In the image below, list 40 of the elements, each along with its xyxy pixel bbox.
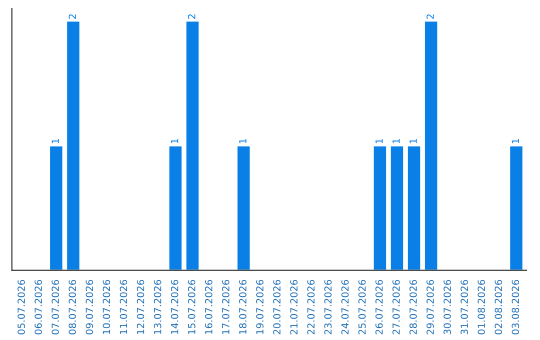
x-tick-label: 09.07.2026 xyxy=(86,280,94,334)
data-label: 2 xyxy=(188,14,196,19)
x-tick-label: 27.07.2026 xyxy=(392,280,400,334)
x-tick-label: 12.07.2026 xyxy=(136,280,144,334)
x-tick-label: 11.07.2026 xyxy=(120,280,128,334)
x-tick-label: 13.07.2026 xyxy=(154,280,162,334)
data-label: 1 xyxy=(410,138,417,144)
x-tick-label: 14.07.2026 xyxy=(170,280,178,334)
x-tick-label: 18.07.2026 xyxy=(239,280,246,334)
x-tick-label: 21.07.2026 xyxy=(290,280,298,334)
x-tick-label: 24.07.2026 xyxy=(341,280,349,334)
x-tick-label: 30.07.2026 xyxy=(444,280,451,334)
data-label: 1 xyxy=(171,138,178,144)
x-tick-label: 28.07.2026 xyxy=(410,280,417,334)
x-tick-label: 10.07.2026 xyxy=(102,280,110,334)
x-tick-label: 16.07.2026 xyxy=(205,280,212,334)
x-tick-label: 01.08.2026 xyxy=(478,280,486,334)
x-tick-label: 15.07.2026 xyxy=(188,280,196,334)
x-tick-label: 22.07.2026 xyxy=(307,280,315,334)
x-tick-label: 26.07.2026 xyxy=(375,280,383,334)
data-label: 1 xyxy=(239,138,246,144)
data-label: 1 xyxy=(52,138,59,144)
x-tick-label: 29.07.2026 xyxy=(426,280,434,334)
x-tick-label: 20.07.2026 xyxy=(273,280,281,334)
data-label: 1 xyxy=(392,138,400,144)
x-tick-label: 08.07.2026 xyxy=(68,280,76,334)
x-tick-label: 31.07.2026 xyxy=(460,280,468,334)
x-tick-label: 03.08.2026 xyxy=(512,280,520,334)
x-tick-label: 17.07.2026 xyxy=(222,280,230,334)
x-tick-label: 06.07.2026 xyxy=(34,280,42,334)
x-tick-label: 07.07.2026 xyxy=(52,280,60,334)
x-tick-label: 19.07.2026 xyxy=(256,280,264,334)
x-tick-label: 02.08.2026 xyxy=(494,280,502,334)
x-tick-label: 25.07.2026 xyxy=(358,280,366,334)
data-label: 1 xyxy=(512,138,519,144)
x-tick-label: 05.07.2026 xyxy=(18,280,25,334)
data-label: 2 xyxy=(68,14,76,19)
data-label: 2 xyxy=(426,14,434,19)
data-label: 1 xyxy=(376,138,383,144)
x-tick-label: 23.07.2026 xyxy=(324,280,332,334)
